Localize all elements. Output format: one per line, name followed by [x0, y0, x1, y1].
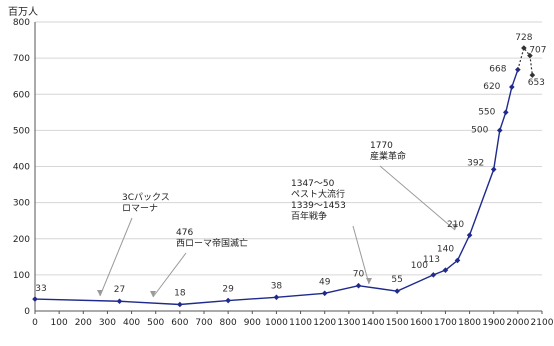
annotation-text: ロマーナ — [122, 203, 158, 214]
data-label: 29 — [222, 285, 234, 295]
data-label: 550 — [478, 107, 495, 117]
data-label: 18 — [174, 288, 186, 298]
x-tick-label: 2100 — [531, 318, 554, 328]
x-tick-label: 200 — [75, 318, 92, 328]
x-tick-label: 400 — [123, 318, 140, 328]
y-tick-label: 100 — [13, 271, 30, 281]
data-label: 392 — [467, 158, 484, 168]
data-point-marker — [454, 257, 461, 264]
data-point-marker — [32, 296, 38, 302]
data-label: 653 — [528, 78, 545, 88]
annotation-arrowhead — [150, 291, 156, 297]
annotation-text: 産業革命 — [370, 150, 406, 162]
series-layer — [32, 45, 536, 308]
data-label: 707 — [529, 46, 546, 56]
data-label: 100 — [411, 261, 428, 271]
data-point-marker — [355, 282, 362, 289]
data-label: 210 — [447, 220, 464, 230]
x-tick-label: 1700 — [434, 318, 457, 328]
x-tick-label: 600 — [171, 318, 188, 328]
x-tick-label: 800 — [220, 318, 237, 328]
annotation-text: ペスト大流行 — [291, 188, 345, 200]
data-point-marker — [502, 109, 509, 116]
data-point-marker — [225, 297, 231, 304]
data-label: 27 — [114, 285, 125, 295]
x-tick-label: 500 — [147, 318, 164, 328]
x-tick-label: 1200 — [313, 318, 336, 328]
y-axis-unit-label: 百万人 — [8, 6, 38, 18]
annotation-arrowhead — [97, 290, 103, 296]
x-tick-label: 0 — [32, 318, 38, 328]
data-label: 728 — [515, 33, 532, 43]
data-point-marker — [490, 166, 497, 173]
annotation-arrow — [99, 217, 133, 297]
y-tick-label: 500 — [13, 126, 30, 136]
data-point-marker — [321, 290, 328, 297]
annotation-arrowhead — [366, 278, 372, 284]
x-tick-label: 1800 — [458, 318, 481, 328]
data-point-marker — [527, 52, 533, 59]
y-tick-label: 800 — [13, 18, 30, 28]
annotation-arrow — [352, 225, 370, 285]
data-point-marker — [116, 298, 123, 305]
annotation-text: 3Cパックス — [122, 192, 170, 203]
x-tick-label: 1900 — [482, 318, 505, 328]
y-tick-label: 700 — [13, 54, 30, 64]
data-point-marker — [466, 232, 473, 238]
data-point-marker — [529, 72, 536, 78]
data-label: 140 — [437, 244, 454, 254]
annotation-arrow — [379, 165, 456, 231]
x-tick-label: 1100 — [289, 318, 312, 328]
data-point-marker — [442, 267, 449, 273]
data-point-marker — [496, 127, 503, 134]
data-point-marker — [177, 301, 183, 308]
y-tick-label: 200 — [13, 235, 30, 245]
annotation-arrowhead — [452, 224, 458, 230]
data-label: 49 — [319, 277, 331, 287]
annotation-text: 1347〜50 — [291, 179, 335, 189]
data-label: 500 — [471, 125, 488, 135]
x-tick-label: 300 — [99, 318, 116, 328]
y-tick-label: 600 — [13, 90, 30, 100]
annotation-text: 西ローマ帝国滅亡 — [176, 237, 248, 249]
data-point-marker — [394, 288, 400, 294]
data-label: 38 — [271, 281, 283, 291]
data-point-marker — [521, 45, 527, 51]
y-tick-label: 400 — [13, 163, 30, 173]
data-point-marker — [273, 294, 280, 301]
x-tick-label: 1500 — [386, 318, 409, 328]
data-label: 620 — [483, 82, 500, 92]
x-tick-label: 900 — [244, 318, 261, 328]
data-label: 55 — [391, 275, 402, 285]
data-point-marker — [430, 272, 437, 278]
x-tick-label: 100 — [51, 318, 68, 328]
axis-layer: 0 100 200 300 400 500 600 700 800 0 100 200 300 400 50… — [13, 18, 554, 328]
data-point-marker — [509, 84, 515, 90]
annotation-arrow — [152, 252, 187, 298]
annotation-text: 百年戦争 — [291, 210, 327, 222]
data-label: 668 — [489, 65, 506, 75]
y-tick-label: 0 — [24, 307, 30, 317]
annotation-text: 1770 — [370, 141, 393, 151]
x-tick-label: 700 — [195, 318, 212, 328]
data-label: 70 — [353, 270, 365, 280]
data-label: 113 — [423, 255, 440, 265]
x-tick-label: 1300 — [337, 318, 360, 328]
x-tick-label: 2000 — [506, 318, 529, 328]
data-label: 33 — [35, 284, 46, 294]
x-tick-label: 1400 — [362, 318, 385, 328]
x-tick-label: 1600 — [410, 318, 433, 328]
y-tick-label: 300 — [13, 199, 30, 209]
grid-layer — [35, 21, 542, 312]
x-tick-label: 1000 — [265, 318, 288, 328]
annotation-text: 1339〜1453 — [291, 201, 346, 211]
annotation-text: 476 — [176, 228, 193, 238]
